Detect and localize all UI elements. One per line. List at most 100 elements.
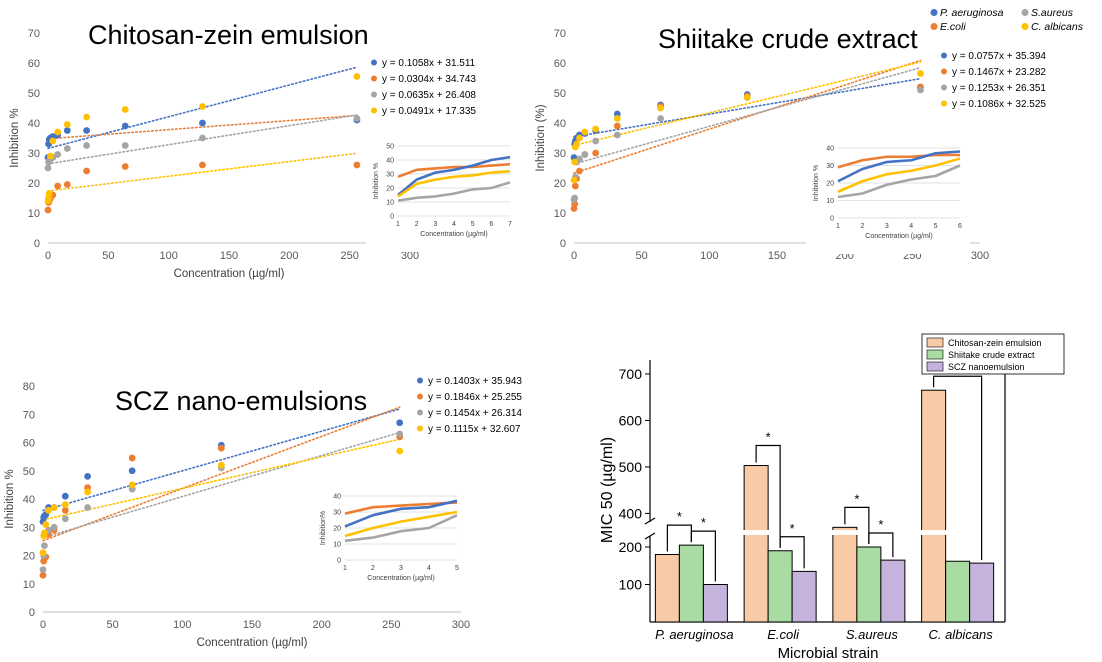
equation-marker [941,52,947,59]
y-tick-label: 0 [29,607,35,619]
bar-break-gap [920,530,947,535]
x-axis-label: Concentration (µg/ml) [174,268,285,280]
inset-y-tick-label: 20 [386,186,394,193]
equation-marker [941,84,947,91]
equation-marker [371,59,377,66]
inset-chart: 0 10 20 30 40 50 1 2 3 4 5 6 7 Concentration (µg/ml) I… [366,140,520,252]
trendline-equation: y = 0.0491x + 17.335 [382,106,476,117]
bar [702,584,728,623]
inset-y-tick-label: 10 [333,542,341,549]
inset-x-tick-label: 5 [455,565,459,572]
data-point [657,104,665,112]
trendline-equation: y = 0.1115x + 32.607 [428,424,521,435]
data-point [353,115,361,122]
chart-title: Chitosan-zein emulsion [88,20,369,50]
trendline-equation: y = 0.1253x + 26.351 [952,83,1046,94]
equation-marker [371,107,377,114]
bar-legend-box [921,333,1065,375]
trendline-2 [573,66,922,165]
significance-label: * [701,515,706,530]
data-point [83,142,91,149]
inset-y-tick-label: 0 [830,216,834,223]
trendline-equation: y = 0.1467x + 23.282 [952,67,1046,78]
data-point [396,419,404,427]
inset-x-tick-label: 3 [399,565,403,572]
legend: P. aeruginosa S.aureus E.coli C. albicans [930,7,1084,33]
data-point [128,467,136,475]
bar [856,546,882,623]
data-point [40,529,48,537]
trendline-equation: y = 0.1454x + 26.314 [428,408,522,419]
inset-series-line [397,169,511,198]
inset-chart: 0 10 20 30 40 1 2 3 4 5 Concentration (µg/ml) Inhib… [313,490,467,596]
legend-marker [1021,23,1029,30]
data-point [121,163,129,170]
data-point [576,167,583,175]
inset-chart: 0 10 20 30 40 1 2 3 4 5 6 Concentration (µg/ml) Inhi… [806,142,970,254]
x-tick-label: 0 [571,250,577,262]
inset-y-axis-label: Inhibition % [813,165,820,201]
bar-legend-swatch [926,361,944,372]
legend-label: E.coli [940,21,966,33]
y-tick-label: 50 [28,88,40,100]
y-tick-label: 0 [34,238,40,250]
x-tick-label: 100 [700,250,718,262]
data-point [63,181,71,188]
x-tick-label: P. aeruginosa [655,627,734,642]
x-tick-label: 200 [280,250,298,262]
x-tick-label: 300 [452,619,470,631]
data-point [44,164,52,172]
inset-x-tick-label: 6 [958,223,962,230]
y-tick-label: 60 [28,58,40,70]
data-point [917,70,924,77]
trendline-equation: y = 0.1846x + 25.255 [428,392,522,403]
trendline-0 [42,408,401,512]
data-point [570,176,578,184]
bar-legend-swatch [926,349,944,360]
inset-x-tick-label: 2 [860,223,864,230]
equation-marker [417,393,423,400]
x-tick-label: E.coli [767,627,800,642]
bar-legend-label: Shiitake crude extract [948,350,1035,360]
data-point [50,504,58,511]
y-tick-label: 20 [554,178,566,190]
x-tick-label: 0 [45,250,51,262]
data-point [39,571,47,579]
data-point [44,206,52,214]
inset-y-tick-label: 20 [826,181,834,188]
bar-legend-label: Chitosan-zein emulsion [948,338,1042,348]
axis-break-mark [644,517,656,540]
data-point [353,161,361,169]
y-tick-label: 60 [554,58,566,70]
inset-y-axis-label: Inhibition % [373,163,380,199]
inset-series-line [837,157,961,193]
data-point [128,454,136,462]
x-tick-label: 250 [340,250,358,262]
x-tick-label: 50 [107,619,119,631]
x-tick-label: 250 [382,619,400,631]
inset-y-tick-label: 40 [386,158,394,165]
data-point [83,113,91,121]
bar [767,550,793,623]
inset-x-axis-label: Concentration (µg/ml) [865,233,932,240]
y-tick-label: 80 [23,381,35,393]
significance-bracket [933,375,983,561]
inset-y-tick-label: 10 [386,200,394,207]
equation-marker [417,425,423,432]
inset-x-tick-label: 1 [836,223,840,230]
y-tick-label: 70 [554,28,566,40]
significance-label: * [766,430,771,445]
x-tick-label: C. albicans [928,627,993,642]
inset-x-tick-label: 3 [433,221,437,228]
x-axis-label: Concentration (µg/ml) [197,637,308,649]
inset-x-tick-label: 4 [452,221,456,228]
inset-y-axis-label: Inhibition% [320,511,327,545]
inset-series-line [397,181,511,202]
bar-break-gap [831,530,858,535]
data-point [39,566,47,574]
data-point [45,506,52,514]
y-tick-label: 50 [554,88,566,100]
data-point [49,137,57,145]
inset-y-tick-label: 30 [826,163,834,170]
y-tick-label: 100 [619,577,643,593]
